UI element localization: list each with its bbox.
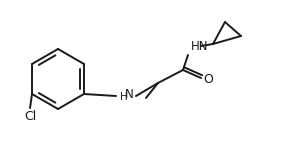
Text: H: H [120, 92, 128, 102]
Text: N: N [125, 88, 133, 101]
Text: O: O [203, 72, 213, 86]
Text: HN: HN [191, 40, 209, 52]
Text: Cl: Cl [24, 110, 36, 123]
